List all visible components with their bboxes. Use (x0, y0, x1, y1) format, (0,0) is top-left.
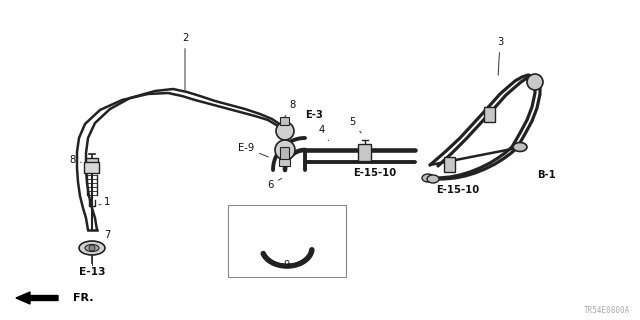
Text: E-13: E-13 (79, 267, 105, 277)
FancyBboxPatch shape (280, 117, 289, 125)
Text: B-1: B-1 (537, 170, 556, 180)
Text: 8: 8 (69, 155, 81, 165)
Ellipse shape (422, 174, 434, 182)
Text: TR54E0800A: TR54E0800A (584, 306, 630, 315)
Bar (228, 205, 346, 277)
Text: 4: 4 (319, 125, 328, 140)
Text: 7: 7 (101, 230, 110, 245)
Ellipse shape (513, 142, 527, 151)
Circle shape (527, 74, 543, 90)
Ellipse shape (427, 175, 439, 183)
Text: E-3: E-3 (305, 110, 323, 120)
FancyBboxPatch shape (84, 163, 99, 173)
Text: FR.: FR. (73, 293, 93, 303)
Circle shape (276, 122, 294, 140)
Text: 5: 5 (349, 117, 361, 133)
FancyBboxPatch shape (280, 148, 289, 163)
Text: E-15-10: E-15-10 (353, 168, 397, 178)
FancyBboxPatch shape (445, 157, 456, 172)
FancyBboxPatch shape (484, 108, 495, 123)
Text: 3: 3 (497, 37, 503, 75)
Text: E-15-10: E-15-10 (436, 185, 479, 195)
Ellipse shape (79, 241, 105, 255)
Circle shape (275, 140, 295, 160)
Text: 1: 1 (99, 197, 110, 207)
FancyArrow shape (16, 292, 58, 304)
Text: 8: 8 (284, 100, 295, 118)
Ellipse shape (85, 244, 99, 252)
FancyBboxPatch shape (358, 145, 371, 162)
FancyBboxPatch shape (280, 159, 291, 166)
Text: 2: 2 (182, 33, 188, 90)
Circle shape (89, 245, 95, 251)
Bar (86, 158, 98, 168)
Text: 6: 6 (267, 178, 282, 190)
Text: E-9: E-9 (238, 143, 268, 157)
Text: 9: 9 (284, 260, 290, 270)
